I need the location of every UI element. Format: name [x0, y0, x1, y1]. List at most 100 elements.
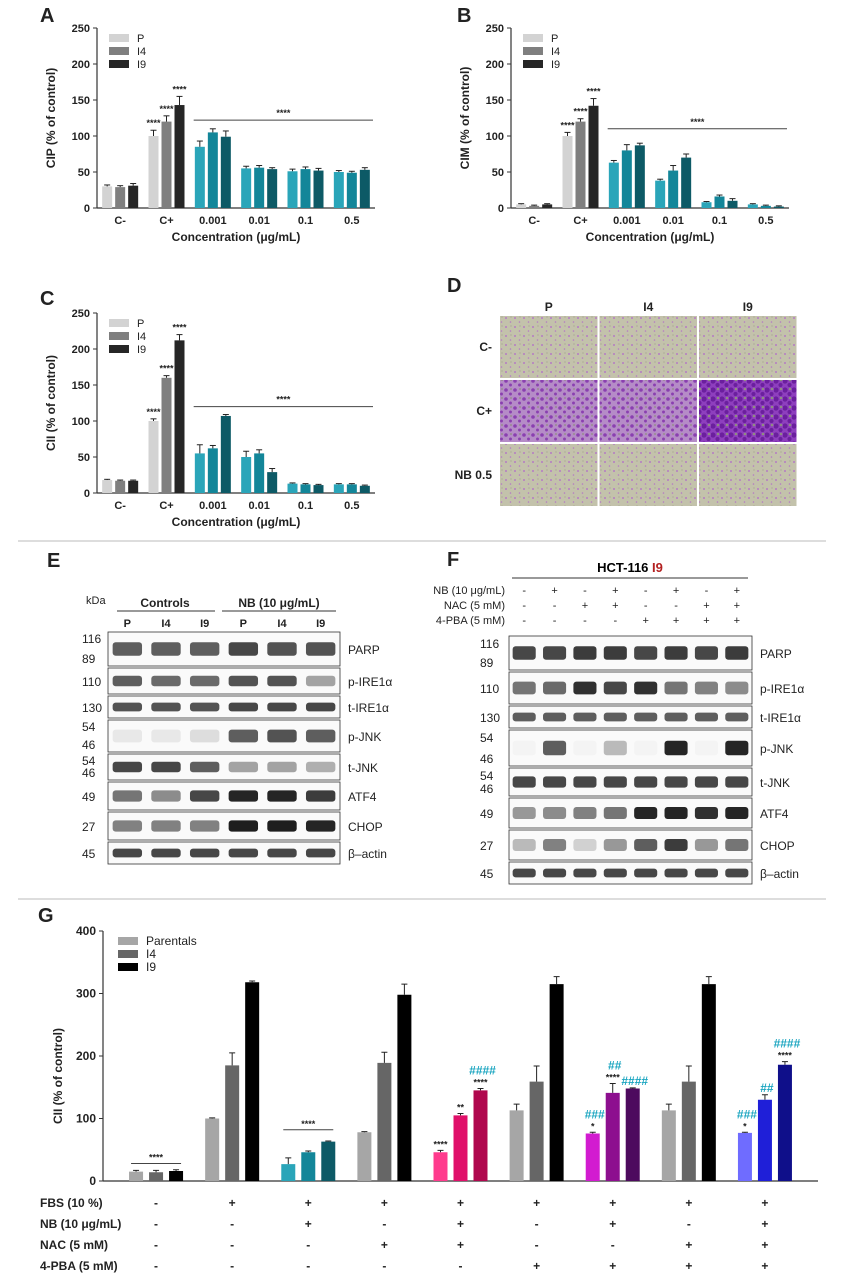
- treatment-mark: -: [705, 585, 709, 597]
- bar-P-C+: [148, 421, 159, 493]
- condition-mark: -: [230, 1217, 234, 1231]
- x-tick-label: 0.1: [298, 215, 313, 227]
- protein-label: CHOP: [760, 839, 795, 853]
- kda-marker: 130: [82, 701, 102, 715]
- protein-label: PARP: [760, 647, 792, 661]
- x-axis-label: Concentration (μg/mL): [172, 515, 301, 529]
- bar-I9-0.01: [681, 157, 692, 208]
- protein-label: p-IRE1α: [760, 682, 804, 696]
- band: [305, 642, 336, 656]
- bar-I4-0.01: [254, 453, 265, 493]
- legend-label: I9: [551, 59, 560, 71]
- band: [603, 681, 627, 695]
- significance-stars: ****: [586, 87, 601, 97]
- chart-panel-A: [93, 27, 375, 209]
- condition-mark: +: [761, 1196, 768, 1210]
- treatment-mark: +: [703, 615, 709, 627]
- protein-label: p-IRE1α: [348, 675, 392, 689]
- y-axis-label: CIP (% of control): [44, 68, 58, 168]
- row-label: C-: [479, 340, 492, 354]
- blot-title: HCT-116 I9: [597, 560, 663, 575]
- bar-group2-I4: [225, 1065, 240, 1181]
- blot-row-ATF4: [107, 781, 341, 811]
- legend-label: P: [137, 33, 144, 45]
- bar-group8-Parentals: [661, 1110, 676, 1181]
- condition-mark: +: [609, 1217, 616, 1231]
- bar-P-0.001: [194, 453, 205, 493]
- band: [512, 646, 536, 660]
- bar-I4-0.1: [714, 196, 725, 208]
- band: [543, 712, 567, 722]
- row-label: C+: [476, 404, 492, 418]
- panel-letter: G: [38, 905, 54, 927]
- condition-mark: +: [685, 1238, 692, 1252]
- band: [305, 761, 336, 773]
- condition-mark: -: [230, 1238, 234, 1252]
- x-tick-label: C+: [159, 215, 173, 227]
- legend-label: I9: [137, 344, 146, 356]
- micrograph-C--I9: [699, 316, 797, 378]
- blot-row-t-IRE1α: [107, 695, 341, 719]
- treatment-mark: +: [734, 615, 740, 627]
- legend-swatch: [523, 47, 543, 55]
- column-label: I9: [743, 300, 753, 314]
- condition-mark: +: [533, 1196, 540, 1210]
- kda-marker: 27: [480, 839, 494, 853]
- kda-marker: 46: [480, 752, 494, 766]
- condition-mark: -: [459, 1259, 463, 1273]
- condition-mark: +: [761, 1217, 768, 1231]
- legend-label: P: [137, 318, 144, 330]
- bar-I9-0.5: [359, 485, 370, 493]
- condition-label: NAC (5 mM): [40, 1238, 108, 1252]
- significance-hash: ###: [585, 1107, 605, 1121]
- treatment-mark: +: [551, 585, 557, 597]
- bar-I9-0.001: [634, 145, 645, 208]
- significance-hash: ###: [737, 1107, 757, 1121]
- treatment-mark: +: [612, 585, 618, 597]
- micrograph-C--P: [500, 316, 598, 378]
- blot-row-t-JNK: [508, 767, 753, 797]
- band: [228, 761, 259, 773]
- bar-P-0.01: [241, 457, 252, 493]
- y-tick-label: 400: [76, 924, 96, 938]
- treatment-mark: -: [613, 615, 617, 627]
- chart-panel-B: [507, 27, 789, 209]
- band: [228, 820, 259, 832]
- y-tick-label: 0: [84, 488, 90, 500]
- band: [267, 642, 297, 656]
- blot-row-CHOP: [107, 811, 341, 841]
- band: [267, 790, 297, 802]
- significance-hash: ####: [469, 1064, 496, 1078]
- band: [634, 807, 658, 819]
- band: [189, 820, 220, 832]
- band: [151, 820, 181, 832]
- significance-stars: ****: [433, 1139, 448, 1149]
- micrograph-C--I4: [599, 316, 697, 378]
- treatment-mark: +: [582, 600, 588, 612]
- band: [512, 839, 536, 851]
- bar-I9-0.01: [267, 169, 278, 208]
- band: [725, 776, 749, 788]
- y-tick-label: 250: [72, 308, 90, 320]
- legend-swatch: [523, 34, 543, 42]
- x-tick-label: C-: [528, 215, 540, 227]
- x-tick-label: 0.01: [662, 215, 683, 227]
- band: [694, 807, 718, 819]
- legend-swatch: [109, 47, 129, 55]
- band: [664, 740, 688, 756]
- lane-label: I9: [316, 618, 325, 630]
- x-tick-label: 0.001: [613, 215, 641, 227]
- blot-row-CHOP: [508, 829, 753, 861]
- protein-label: ATF4: [348, 790, 377, 804]
- y-tick-label: 0: [89, 1174, 96, 1188]
- significance-stars: *: [743, 1121, 747, 1131]
- significance-stars: ****: [473, 1078, 488, 1088]
- bar-I9-0.001: [220, 415, 231, 493]
- clone-name: I9: [652, 560, 663, 575]
- band: [603, 712, 627, 722]
- band: [664, 681, 688, 695]
- lane-label: P: [240, 618, 247, 630]
- condition-label: 4-PBA (5 mM): [40, 1259, 118, 1273]
- band: [725, 868, 749, 878]
- band: [151, 790, 181, 802]
